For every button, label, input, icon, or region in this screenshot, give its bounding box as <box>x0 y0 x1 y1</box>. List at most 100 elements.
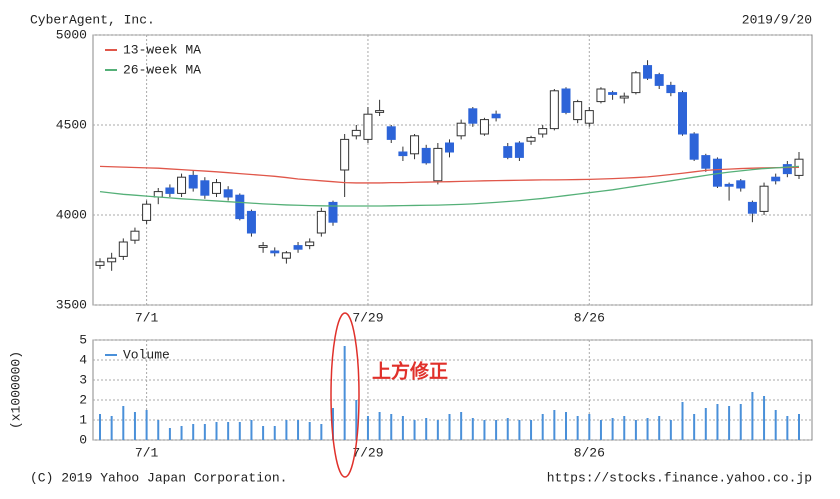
candle-body <box>526 137 536 142</box>
volume-bar <box>681 402 684 440</box>
volume-bar <box>646 418 649 440</box>
volume-bar <box>215 422 218 440</box>
x-tick-label: 8/26 <box>574 310 605 325</box>
candle-body <box>643 65 653 79</box>
x-tick-label: 7/29 <box>352 310 383 325</box>
candle-body <box>759 185 769 212</box>
candle-body <box>293 245 303 250</box>
candle-body <box>130 230 140 241</box>
y-tick-label: 0 <box>79 432 87 447</box>
y-tick-label: 4500 <box>56 117 87 132</box>
volume-bar <box>658 416 661 440</box>
copyright: (C) 2019 Yahoo Japan Corporation. <box>30 470 287 485</box>
candle-body <box>351 129 361 137</box>
x-tick-label: 7/29 <box>352 445 383 460</box>
candle-body <box>177 176 187 194</box>
volume-bar <box>728 406 731 440</box>
candle-body <box>433 147 443 182</box>
volume-bar <box>297 420 300 440</box>
volume-bar <box>798 414 800 440</box>
candle-body <box>95 261 105 266</box>
candle-body <box>666 84 676 94</box>
ma-line <box>99 165 800 207</box>
candle-body <box>654 74 664 86</box>
candle-body <box>445 142 454 153</box>
candle-body <box>561 88 571 113</box>
candle-body <box>328 201 338 223</box>
volume-bar <box>506 418 509 440</box>
candle-body <box>689 133 699 160</box>
volume-bar <box>413 420 416 440</box>
candle-body <box>258 245 268 248</box>
candle-body <box>631 72 641 94</box>
volume-bar <box>262 426 265 440</box>
volume-bar <box>518 420 521 440</box>
volume-bar <box>553 410 556 440</box>
y-tick-label: 2 <box>79 392 87 407</box>
volume-bar <box>168 428 171 440</box>
volume-bar <box>623 416 626 440</box>
y-tick-label: 5000 <box>56 27 87 42</box>
source-url: https://stocks.finance.yahoo.co.jp <box>547 470 812 485</box>
volume-bar <box>378 412 381 440</box>
volume-bar <box>483 420 486 440</box>
candle-body <box>479 119 489 135</box>
volume-bar <box>192 424 195 440</box>
x-tick-label: 7/1 <box>135 310 159 325</box>
candle-body <box>782 164 792 175</box>
volume-bar <box>366 416 369 440</box>
volume-bar <box>180 426 183 440</box>
candle-body <box>235 194 245 220</box>
candle-body <box>363 113 373 140</box>
volume-bar <box>320 424 323 440</box>
volume-bar <box>530 420 533 440</box>
candle-body <box>584 110 594 124</box>
volume-bar <box>471 418 474 440</box>
volume-bar <box>576 416 579 440</box>
volume-bar <box>238 422 241 440</box>
volume-bar <box>250 420 253 440</box>
candle-body <box>142 203 152 221</box>
volume-bar <box>332 408 334 440</box>
plot-area <box>92 339 813 441</box>
candle-body <box>212 182 221 194</box>
x-tick-label: 7/1 <box>135 445 159 460</box>
candle-body <box>491 113 501 119</box>
y-tick-label: 3 <box>79 372 87 387</box>
volume-bar <box>355 400 358 440</box>
volume-bar <box>133 412 136 440</box>
candle-body <box>538 128 548 135</box>
volume-bar <box>203 424 206 440</box>
volume-bar <box>634 420 637 440</box>
volume-bar <box>460 412 463 440</box>
volume-bar <box>588 414 591 440</box>
legend-label: 26-week MA <box>123 62 201 77</box>
volume-bar <box>495 420 498 440</box>
highlight-ellipse <box>330 312 360 478</box>
y-tick-label: 4 <box>79 352 87 367</box>
volume-bar <box>401 416 404 440</box>
candle-body <box>107 257 117 263</box>
y-axis-label: (x1000000) <box>8 351 23 429</box>
y-tick-label: 4000 <box>56 207 87 222</box>
volume-bar <box>704 408 707 440</box>
volume-bar <box>599 420 602 440</box>
chart-date: 2019/9/20 <box>742 12 812 27</box>
candle-body <box>281 252 291 259</box>
plot-area <box>92 34 813 306</box>
candle-body <box>200 180 210 196</box>
volume-bar <box>448 414 451 440</box>
candle-body <box>305 241 315 247</box>
company-name: CyberAgent, Inc. <box>30 12 155 27</box>
candle-body <box>316 210 326 234</box>
candle-body <box>188 174 198 189</box>
volume-bar <box>390 414 393 440</box>
candle-body <box>398 151 408 157</box>
candle-body <box>340 138 350 171</box>
candle-body <box>468 108 478 124</box>
candle-body <box>747 201 757 214</box>
candle-body <box>514 142 524 158</box>
volume-bar <box>751 392 754 440</box>
candle-body <box>701 155 711 169</box>
